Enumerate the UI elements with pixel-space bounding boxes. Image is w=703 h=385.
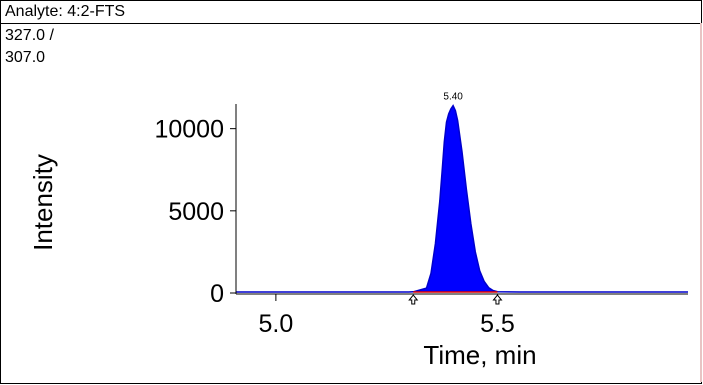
peak-area [413, 105, 498, 293]
x-axis-title: Time, min [423, 340, 536, 370]
integration-marker [408, 294, 419, 305]
y-tick-label: 10000 [154, 116, 224, 144]
transition-product: 307.0 [5, 49, 46, 66]
transition-precursor: 327.0 / [5, 27, 54, 44]
header-row: Analyte: 4:2-FTS [1, 1, 701, 24]
x-tick-label: 5.5 [480, 310, 515, 338]
right-edge-marker [700, 23, 702, 382]
transition-label: 327.0 / 307.0 [5, 25, 54, 69]
y-tick-label: 5000 [168, 198, 224, 226]
x-tick-label: 5.0 [258, 310, 293, 338]
analyte-label: Analyte: 4:2-FTS [5, 3, 126, 20]
y-axis-title: Intensity [28, 154, 58, 251]
integration-marker [492, 294, 503, 305]
y-tick-label: 0 [210, 280, 224, 308]
peak-apex-label: 5.40 [443, 92, 463, 103]
